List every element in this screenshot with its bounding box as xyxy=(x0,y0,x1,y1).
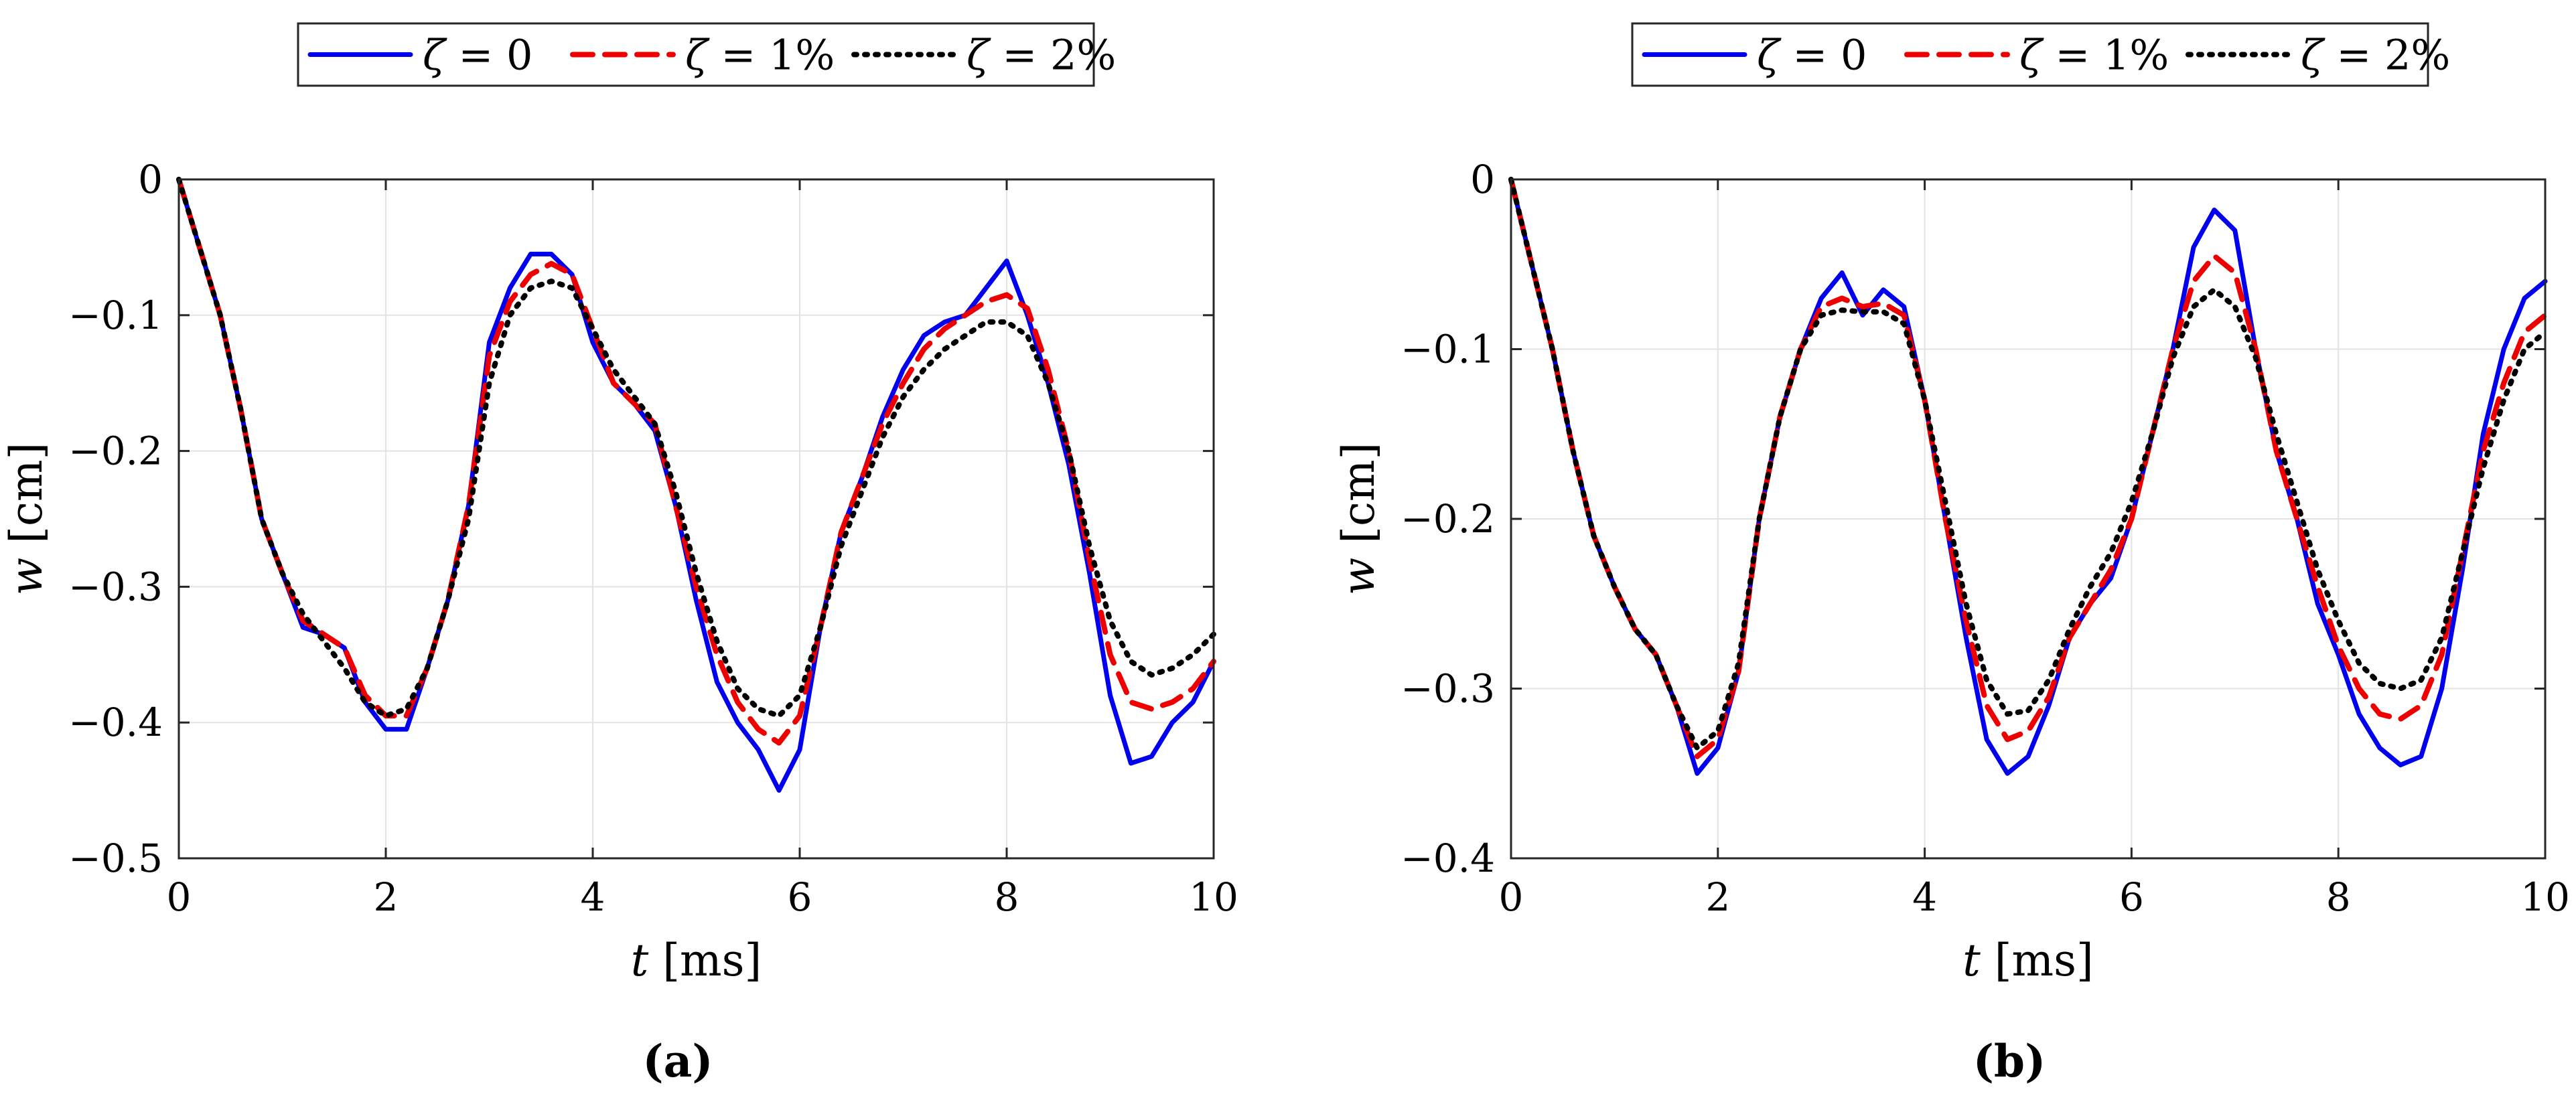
y-tick-label: −0.3 xyxy=(1401,666,1495,712)
x-tick-label: 2 xyxy=(1705,874,1730,920)
legend-label-var: ζ xyxy=(1757,31,1782,80)
y-tick-label: −0.1 xyxy=(1401,327,1495,372)
x-tick-label: 8 xyxy=(995,874,1019,920)
x-tick-label: 0 xyxy=(1499,874,1524,920)
y-tick-label: 0 xyxy=(1470,157,1495,202)
y-axis-label: w [cm] xyxy=(1333,443,1384,596)
legend-label: ζ = 1% xyxy=(685,31,835,80)
x-axis-label: t [ms] xyxy=(1962,935,2093,986)
y-tick-label: −0.2 xyxy=(1401,496,1495,542)
y-tick-label: −0.5 xyxy=(68,836,163,881)
legend-label: ζ = 2% xyxy=(2301,31,2450,80)
y-axis-label: w [cm] xyxy=(1,443,52,596)
legend-label-var: ζ xyxy=(2301,31,2325,80)
series-line-zeta-1pct xyxy=(176,177,1216,746)
legend-label-value: = 2% xyxy=(2323,31,2451,80)
x-axis-label-var: t xyxy=(631,935,649,986)
legend-box xyxy=(297,22,1095,87)
chart-panel-a: 0 2 4 6 8 10 0 −0.1 −0.2 −0.3 −0.4 −0.5 t [ms] w [cm]… xyxy=(1,22,1238,1087)
x-tick-label: 0 xyxy=(167,874,192,920)
legend-label-var: ζ xyxy=(685,31,710,80)
y-tick-label: 0 xyxy=(138,157,163,202)
y-axis-label-var: w xyxy=(1333,558,1384,596)
y-tick-label: −0.4 xyxy=(1401,836,1495,881)
legend-label-var: ζ xyxy=(423,31,447,80)
legend-box xyxy=(1631,22,2429,87)
legend-label: ζ = 0 xyxy=(423,31,532,80)
x-axis-label: t [ms] xyxy=(631,935,762,986)
x-axis-label-unit: [ms] xyxy=(1981,935,2094,986)
panel-label: (a) xyxy=(642,1035,713,1087)
y-axis-label-unit: [cm] xyxy=(1,443,52,558)
panel-label: (b) xyxy=(1973,1035,2046,1087)
legend-label-var: ζ xyxy=(967,31,991,80)
y-axis-label-unit: [cm] xyxy=(1333,443,1384,558)
axes-box xyxy=(177,178,1215,860)
x-tick-label: 4 xyxy=(1912,874,1937,920)
chart-panel-b: 0 2 4 6 8 10 0 −0.1 −0.2 −0.3 −0.4 t [ms] w [cm] ζ = … xyxy=(1333,22,2570,1087)
legend-label-value: = 1% xyxy=(2042,31,2169,80)
y-tick-label: −0.2 xyxy=(68,428,163,474)
x-tick-label: 6 xyxy=(2119,874,2144,920)
x-tick-label: 2 xyxy=(374,874,399,920)
legend-label-value: = 0 xyxy=(1780,31,1867,80)
legend-label-value: = 1% xyxy=(708,31,835,80)
series-line-zeta-2pct xyxy=(1508,177,2548,751)
legend-label: ζ = 2% xyxy=(967,31,1116,80)
legend-label: ζ = 0 xyxy=(1757,31,1867,80)
x-tick-label: 10 xyxy=(1189,874,1238,920)
y-tick-label: −0.4 xyxy=(68,700,163,745)
legend-label-value: = 2% xyxy=(989,31,1117,80)
y-tick-label: −0.1 xyxy=(68,293,163,338)
series-line-zeta-1pct xyxy=(1508,177,2548,759)
y-tick-label: −0.3 xyxy=(68,564,163,609)
x-tick-label: 8 xyxy=(2326,874,2351,920)
x-axis-label-var: t xyxy=(1962,935,1981,986)
legend-label: ζ = 1% xyxy=(2019,31,2169,80)
legend-label-value: = 0 xyxy=(445,31,533,80)
x-tick-label: 4 xyxy=(581,874,605,920)
x-tick-label: 6 xyxy=(788,874,812,920)
series-line-zeta-0 xyxy=(176,177,1216,793)
y-axis-label-var: w xyxy=(1,558,52,596)
series-line-zeta-2pct xyxy=(176,177,1216,719)
x-tick-label: 10 xyxy=(2520,874,2570,920)
x-axis-label-unit: [ms] xyxy=(648,935,762,986)
legend-label-var: ζ xyxy=(2019,31,2044,80)
